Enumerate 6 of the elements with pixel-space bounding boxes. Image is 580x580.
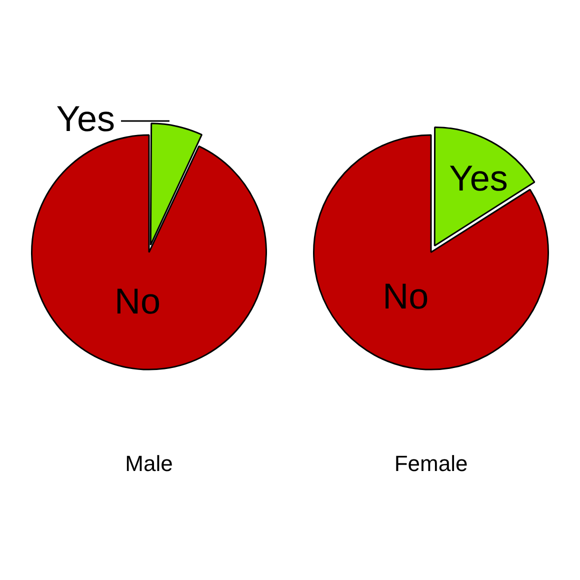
text: Male — [125, 450, 173, 476]
text: Female — [394, 450, 468, 476]
slice-label: Yes — [56, 98, 115, 139]
slice-label: No — [114, 280, 161, 322]
slice-label: No — [382, 275, 429, 316]
slice-label: Yes — [449, 157, 508, 198]
